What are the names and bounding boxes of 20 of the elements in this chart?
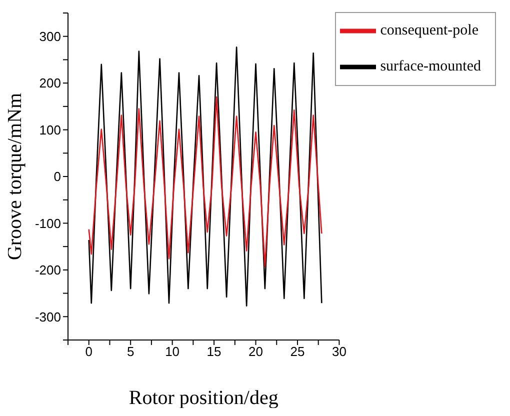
y-tick-label: 0	[54, 169, 61, 184]
y-tick-label: -300	[34, 309, 61, 324]
y-tick-label: -200	[34, 262, 61, 278]
y-axis-title: Groove torque/mNm	[4, 92, 26, 260]
x-axis-title: Rotor position/deg	[128, 387, 278, 409]
x-tick-label: 20	[248, 344, 263, 360]
x-tick-label: 15	[206, 344, 222, 360]
x-tick-label: 30	[332, 344, 346, 360]
x-tick-label: 25	[290, 344, 305, 360]
x-tick-label: 10	[165, 344, 180, 360]
x-tick-label: 0	[85, 344, 92, 360]
line-series	[88, 46, 322, 307]
legend-label: consequent-pole	[380, 22, 479, 38]
y-tick-label: 200	[39, 76, 61, 91]
x-tick-label: 5	[126, 344, 134, 360]
y-tick-label: -100	[34, 216, 61, 231]
line-series	[88, 96, 322, 268]
y-tick-label: 300	[39, 28, 61, 44]
y-tick-label: 100	[39, 122, 61, 138]
legend-label: surface-mounted	[380, 58, 481, 74]
